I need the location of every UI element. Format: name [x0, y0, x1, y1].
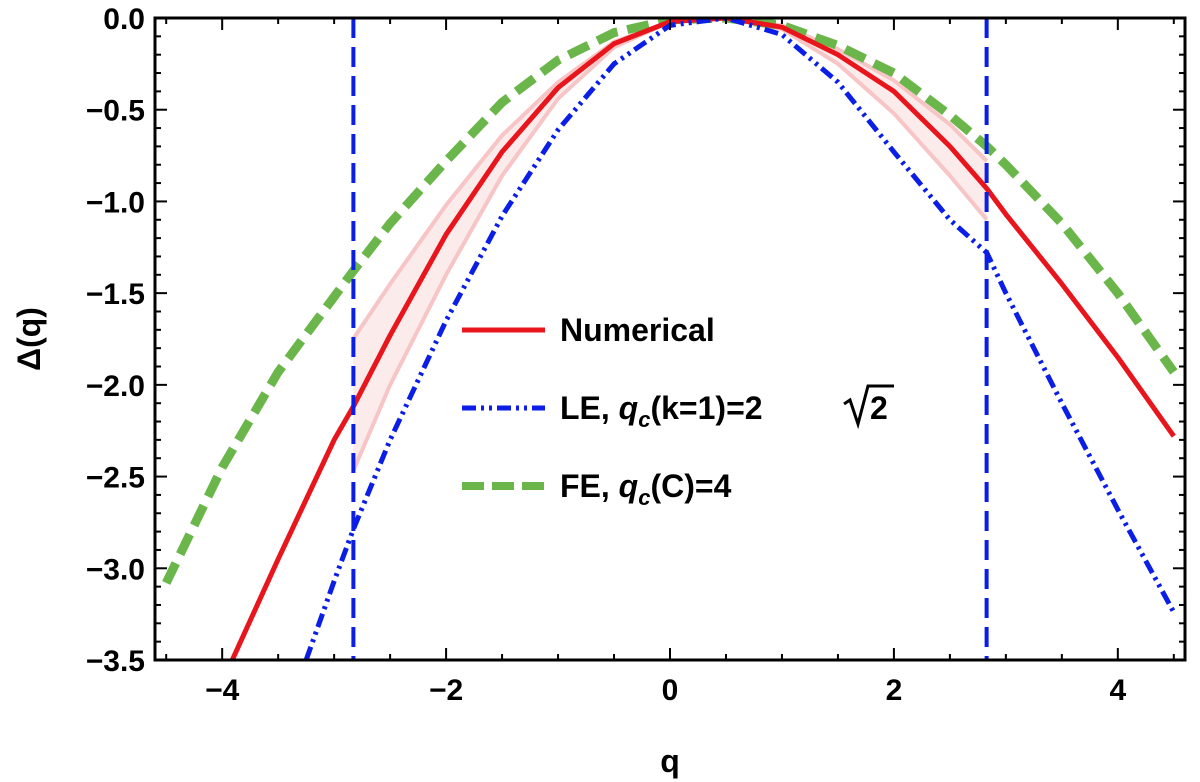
y-tick-label: −3.0 — [86, 553, 145, 586]
x-tick-label: −2 — [429, 674, 463, 707]
x-tick-label: −4 — [205, 674, 240, 707]
legend-label-numerical: Numerical — [560, 312, 715, 348]
vline-layer — [351, 18, 989, 660]
legend-label-le-prefix: LE, — [560, 390, 619, 426]
x-tick-label: 0 — [662, 674, 679, 707]
x-tick-label: 2 — [886, 674, 903, 707]
y-tick-labels: 0.0 −0.5 −1.0 −1.5 −2.0 −2.5 −3.0 −3.5 — [86, 3, 145, 678]
legend-label-fe-symbol: q — [619, 468, 639, 504]
legend-label-fe-rest: (C)=4 — [650, 468, 731, 504]
legend-label-fe-prefix: FE, — [560, 468, 619, 504]
series-band-numerical-uncertainty-band — [353, 18, 987, 472]
y-tick-label: −1.0 — [86, 186, 145, 219]
legend-label-le-rest: (k=1)=2 — [650, 390, 762, 426]
y-axis-label: Δ(q) — [11, 307, 47, 371]
legend-label-fe: FE, qc(C)=4 — [560, 468, 732, 510]
legend-label-le-sub: c — [638, 407, 650, 432]
y-tick-label: −0.5 — [86, 95, 145, 128]
legend-label-le: LE, qc(k=1)=2 — [560, 390, 763, 432]
y-tick-label: −2.5 — [86, 462, 145, 495]
sqrt-sign — [843, 384, 894, 430]
y-tick-label: 0.0 — [103, 3, 145, 36]
legend-label-fe-sub: c — [638, 485, 650, 510]
tick-layer — [155, 17, 1185, 661]
y-tick-label: −1.5 — [86, 278, 145, 311]
y-tick-label: −3.5 — [86, 645, 145, 678]
x-tick-label: 4 — [1109, 674, 1126, 707]
x-axis-label: q — [660, 743, 680, 779]
x-tick-labels: −4 −2 0 2 4 — [205, 674, 1126, 707]
series-line-le — [303, 18, 1176, 660]
y-tick-label: −2.0 — [86, 370, 145, 403]
series-band-upper-edge — [351, 18, 989, 341]
sqrt-radicand: 2 — [870, 390, 888, 426]
legend: Numerical LE, qc(k=1)=2 2 FE, qc(C)=4 — [462, 312, 894, 510]
legend-label-le-symbol: q — [619, 390, 639, 426]
